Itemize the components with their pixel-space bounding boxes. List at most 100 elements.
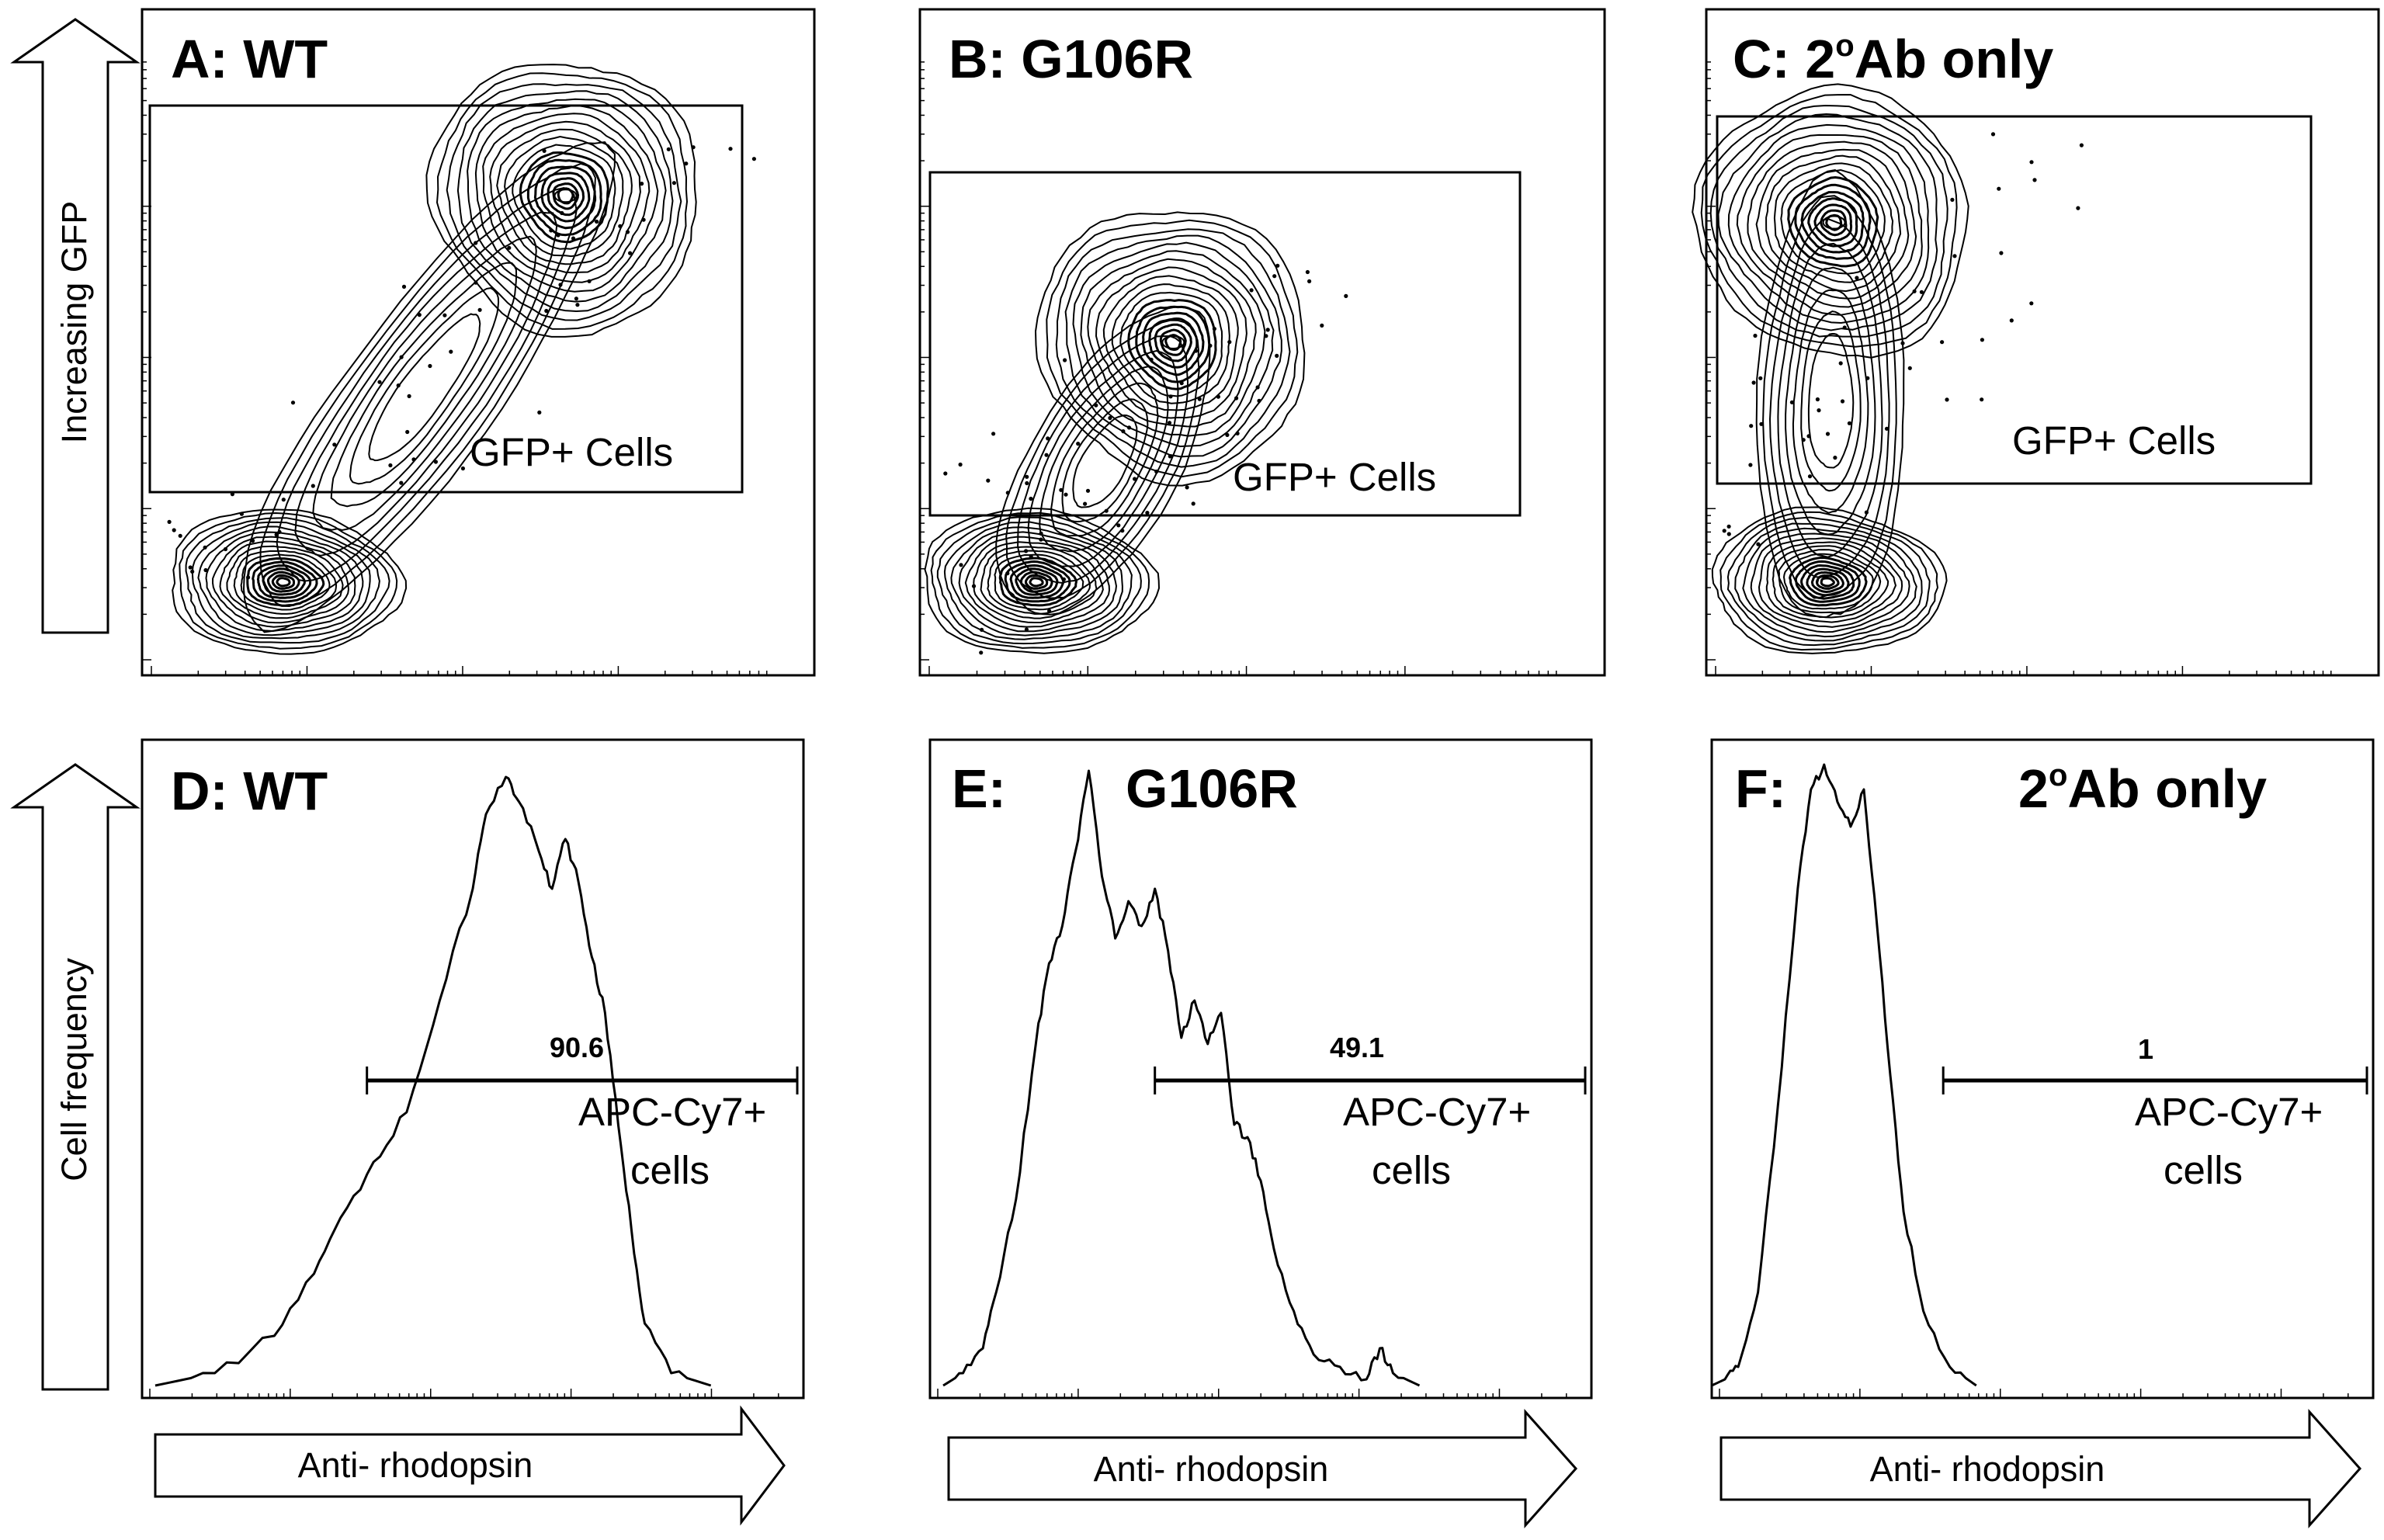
panel-b-gate: [928, 171, 1522, 517]
outlier-point: [1185, 485, 1189, 490]
outlier-point: [1751, 380, 1756, 385]
outlier-point: [1950, 197, 1955, 202]
panel-a-title: A: WT: [171, 29, 328, 89]
outlier-point: [1227, 340, 1232, 345]
outlier-point: [2029, 160, 2034, 165]
contour-line: [1734, 522, 1923, 642]
outlier-point: [1842, 325, 1847, 330]
outlier-point: [1912, 289, 1917, 293]
panel-e-gate-label-2: cells: [1372, 1148, 1451, 1192]
outlier-point: [442, 313, 447, 317]
contour-line: [980, 546, 1098, 619]
outlier-point: [544, 308, 549, 314]
contour-line: [1711, 506, 1948, 654]
outlier-point: [1264, 334, 1268, 338]
contour-line: [191, 521, 380, 640]
outlier-point: [178, 533, 182, 538]
contour-line: [973, 541, 1104, 623]
x-arrow-e-label: Anti- rhodopsin: [1094, 1449, 1329, 1489]
outlier-point: [239, 512, 244, 516]
outlier-point: [1025, 474, 1029, 479]
contour-line: [1004, 560, 1071, 603]
outlier-point: [1758, 376, 1763, 380]
outlier-point: [1726, 524, 1731, 529]
outlier-point: [1753, 333, 1758, 338]
contour-line: [276, 187, 578, 582]
contour-line: [425, 64, 697, 338]
contour-line: [1034, 211, 1306, 487]
outlier-point: [1235, 431, 1240, 436]
y-arrow-gfp: Increasing GFP: [10, 18, 141, 634]
outlier-point: [1320, 323, 1324, 328]
outlier-point: [1039, 531, 1043, 536]
outlier-point: [1825, 432, 1831, 436]
histogram-curve: [1711, 763, 1977, 1387]
contour-line: [1810, 571, 1844, 594]
contour-peak: [1024, 574, 1048, 589]
contour-line: [266, 571, 300, 593]
contour-line: [226, 545, 344, 619]
outlier-point: [1807, 474, 1813, 479]
outlier-point: [1789, 400, 1794, 404]
panel-c-gate-label: GFP+ Cells: [2012, 418, 2216, 463]
outlier-point: [1275, 353, 1279, 358]
panel-b-title: B: G106R: [949, 29, 1193, 89]
panel-f-title: F: 2oAb only: [1735, 758, 2267, 819]
outlier-point: [1305, 269, 1310, 275]
contour-line: [205, 531, 364, 633]
y-arrow-gfp-shape: [10, 18, 141, 634]
x-arrow-f-shape: [1719, 1409, 2362, 1528]
contour-line: [185, 517, 390, 644]
outlier-point: [188, 565, 193, 570]
contour-line: [242, 141, 616, 633]
panel-f-title-main-suffix: Ab only: [2067, 758, 2267, 819]
contour-line: [930, 512, 1150, 649]
contour-line: [950, 526, 1123, 636]
outlier-point: [1094, 403, 1098, 408]
x-arrow-f-label: Anti- rhodopsin: [1870, 1449, 2105, 1489]
contour-line: [1111, 283, 1230, 404]
outlier-point: [1980, 397, 1984, 402]
outlier-point: [986, 478, 991, 483]
y-arrow-gfp-label: Increasing GFP: [54, 201, 94, 444]
contour-peak: [271, 574, 295, 589]
outlier-point: [618, 224, 623, 228]
outlier-point: [223, 546, 228, 552]
outlier-point: [1120, 529, 1125, 533]
contour-line: [1780, 168, 1886, 275]
outlier-point: [1838, 361, 1843, 366]
panel-d-gate-label-2: cells: [630, 1148, 710, 1192]
contour-line: [1072, 241, 1275, 448]
contour-line: [1806, 567, 1850, 597]
panel-b-gate-label: GFP+ Cells: [1233, 455, 1436, 499]
contour-line: [1154, 323, 1192, 362]
outlier-point: [1272, 274, 1277, 279]
histogram-curve: [942, 769, 1421, 1387]
outlier-point: [958, 462, 963, 467]
panel-e-title-prefix: E:: [952, 758, 1006, 819]
outlier-point: [1047, 609, 1052, 613]
contour-line: [1742, 527, 1917, 638]
outlier-point: [290, 401, 296, 405]
outlier-point: [1919, 290, 1924, 294]
panel-e-frame: [928, 738, 1593, 1400]
outlier-point: [1121, 429, 1126, 434]
contour-line: [1029, 577, 1044, 588]
contour-line: [1064, 234, 1282, 458]
outlier-point: [1840, 399, 1845, 404]
panel-f-frame: [1710, 738, 2375, 1400]
contour-line: [1772, 545, 1890, 619]
outlier-point: [1265, 328, 1270, 332]
contour-line: [1755, 148, 1910, 300]
contour-line: [1692, 83, 1969, 359]
outlier-point: [1168, 454, 1172, 459]
outlier-point: [574, 297, 579, 301]
outlier-point: [411, 457, 416, 462]
outlier-point: [560, 210, 564, 216]
contour-line: [1102, 275, 1239, 411]
outlier-point: [281, 498, 286, 502]
outlier-point: [1133, 477, 1137, 481]
contour-line: [1005, 319, 1200, 599]
contour-line: [219, 540, 350, 624]
